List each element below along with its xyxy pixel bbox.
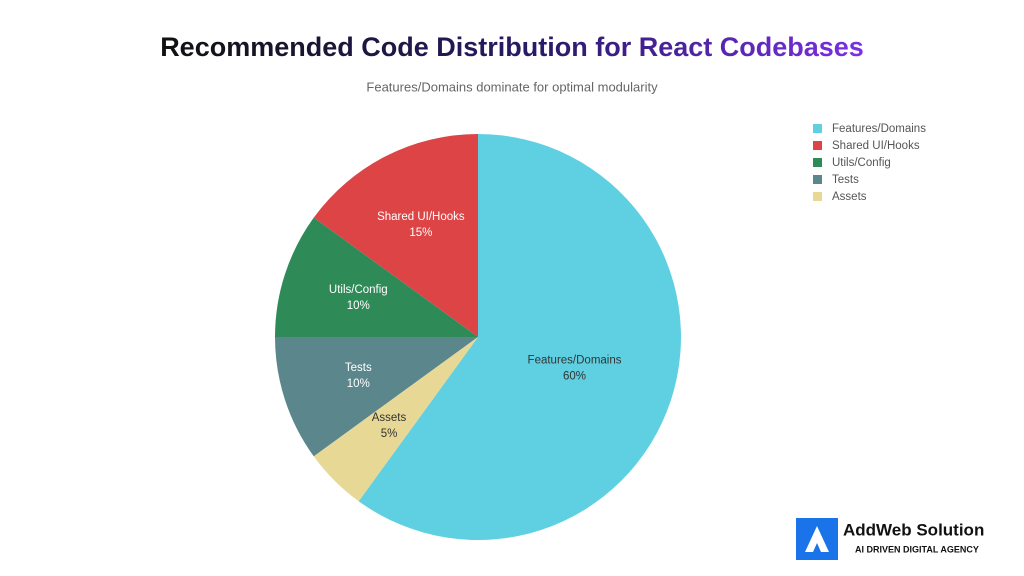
slice-label: Features/Domains: [528, 354, 622, 366]
logo-tagline: AI DRIVEN DIGITAL AGENCY: [855, 544, 979, 554]
slice-value: 10%: [347, 300, 370, 312]
legend-swatch: [813, 158, 822, 167]
pie-slice: [358, 134, 682, 540]
slice-label: Shared UI/Hooks: [377, 211, 465, 223]
logo-name: AddWeb Solution: [843, 520, 984, 539]
legend-swatch: [813, 124, 822, 133]
logo: AddWeb Solution AI DRIVEN DIGITAL AGENCY: [796, 518, 984, 560]
logo-glyph: [805, 526, 829, 552]
slice-value: 5%: [381, 428, 398, 440]
pie-slice: [313, 337, 478, 502]
slice-label: Assets: [372, 412, 407, 424]
legend-label: Features/Domains: [832, 123, 926, 135]
slice-value: 10%: [347, 378, 370, 390]
pie-slice: [313, 134, 478, 337]
chart-subtitle: Features/Domains dominate for optimal mo…: [366, 79, 658, 94]
legend-swatch: [813, 175, 822, 184]
legend-label: Shared UI/Hooks: [832, 140, 920, 152]
slice-label: Utils/Config: [329, 284, 388, 296]
legend-label: Utils/Config: [832, 157, 891, 169]
chart-title: Recommended Code Distribution for React …: [160, 32, 864, 62]
slice-label: Tests: [345, 362, 372, 374]
legend-label: Assets: [832, 191, 867, 203]
slice-value: 60%: [563, 370, 586, 382]
legend-swatch: [813, 141, 822, 150]
pie-slice: [275, 337, 478, 457]
pie-slice: [275, 217, 478, 337]
legend-swatch: [813, 192, 822, 201]
legend-label: Tests: [832, 174, 859, 186]
slice-value: 15%: [409, 227, 432, 239]
